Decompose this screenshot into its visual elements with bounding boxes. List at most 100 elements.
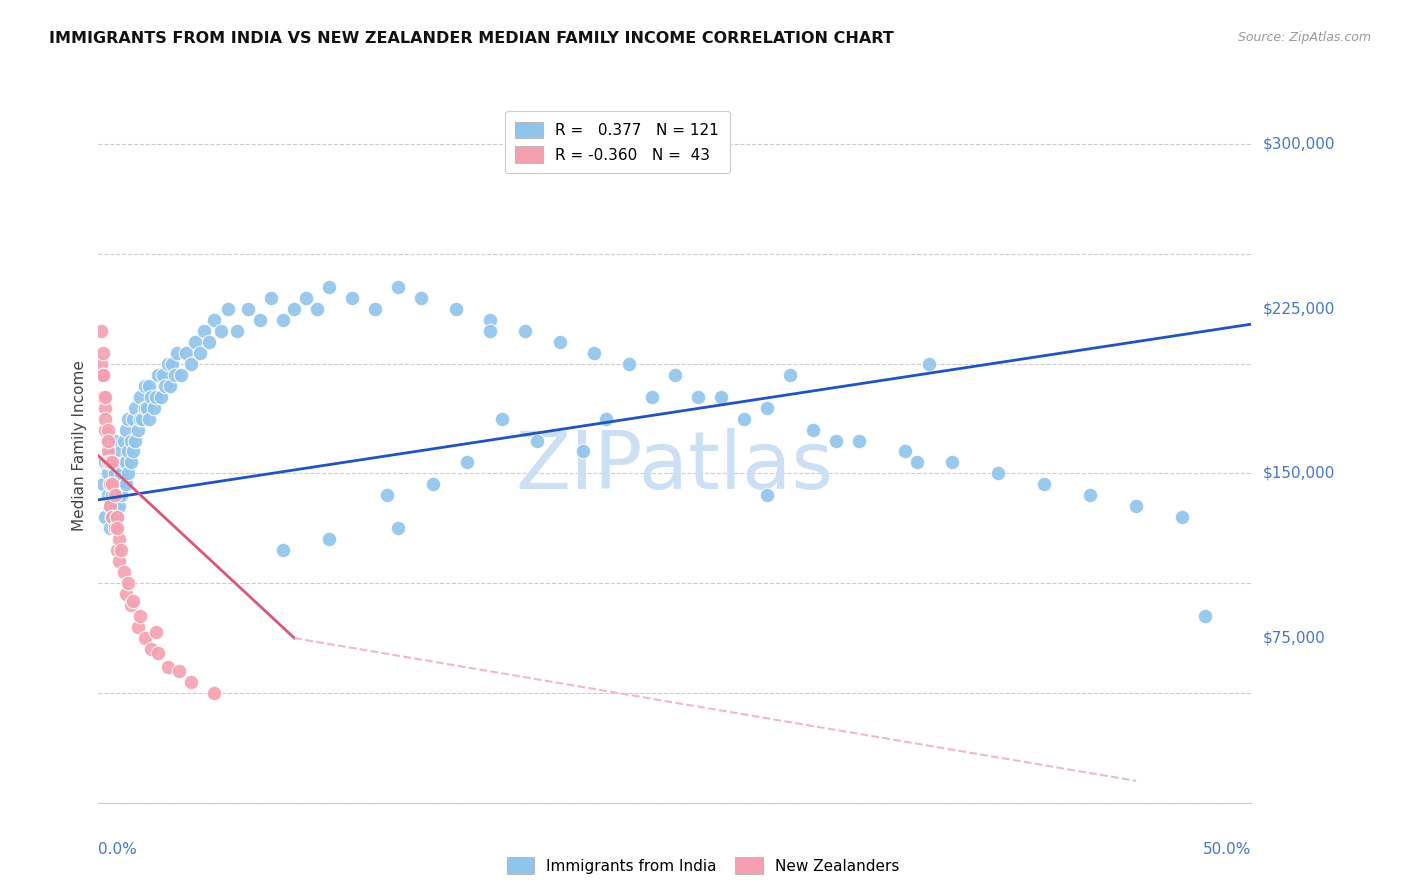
Point	[91, 390, 114, 404]
Point	[202, 312, 225, 326]
Point	[94, 423, 117, 437]
Point	[117, 411, 139, 425]
Point	[103, 500, 125, 514]
Point	[101, 477, 124, 491]
Point	[134, 631, 156, 645]
Text: $150,000: $150,000	[1263, 466, 1334, 481]
Y-axis label: Median Family Income: Median Family Income	[72, 360, 87, 532]
Point	[122, 594, 145, 608]
Point	[105, 510, 128, 524]
Point	[479, 312, 502, 326]
Point	[295, 291, 318, 305]
Point	[148, 368, 170, 382]
Point	[115, 423, 138, 437]
Point	[145, 390, 167, 404]
Point	[148, 647, 170, 661]
Point	[135, 401, 157, 415]
Point	[664, 368, 686, 382]
Legend: R =   0.377   N = 121, R = -0.360   N =  43: R = 0.377 N = 121, R = -0.360 N = 43	[505, 112, 730, 173]
Point	[122, 411, 145, 425]
Point	[105, 510, 128, 524]
Point	[225, 324, 247, 338]
Point	[941, 455, 963, 469]
Point	[479, 324, 502, 338]
Point	[97, 455, 120, 469]
Point	[617, 357, 640, 371]
Point	[422, 477, 444, 491]
Point	[94, 455, 117, 469]
Point	[987, 467, 1010, 481]
Point	[98, 477, 121, 491]
Point	[513, 324, 536, 338]
Point	[733, 411, 755, 425]
Point	[105, 488, 128, 502]
Point	[249, 312, 271, 326]
Point	[142, 401, 165, 415]
Point	[155, 378, 177, 392]
Point	[98, 444, 121, 458]
Point	[120, 598, 142, 612]
Point	[91, 368, 114, 382]
Point	[98, 521, 121, 535]
Point	[1194, 609, 1216, 624]
Text: 0.0%: 0.0%	[98, 842, 138, 856]
Point	[152, 368, 174, 382]
Point	[103, 477, 125, 491]
Point	[364, 301, 387, 316]
Point	[94, 510, 117, 524]
Point	[94, 390, 117, 404]
Point	[94, 411, 117, 425]
Point	[260, 291, 283, 305]
Point	[188, 345, 211, 359]
Point	[120, 455, 142, 469]
Point	[97, 434, 120, 448]
Point	[491, 411, 513, 425]
Point	[110, 444, 132, 458]
Point	[98, 477, 121, 491]
Point	[97, 488, 120, 502]
Text: $225,000: $225,000	[1263, 301, 1334, 317]
Point	[387, 280, 409, 294]
Point	[103, 488, 125, 502]
Point	[103, 467, 125, 481]
Point	[167, 664, 190, 678]
Point	[97, 444, 120, 458]
Point	[180, 357, 202, 371]
Point	[641, 390, 664, 404]
Point	[105, 455, 128, 469]
Point	[97, 467, 120, 481]
Point	[756, 401, 779, 415]
Text: $75,000: $75,000	[1263, 631, 1326, 646]
Point	[825, 434, 848, 448]
Legend: Immigrants from India, New Zealanders: Immigrants from India, New Zealanders	[501, 851, 905, 880]
Point	[110, 488, 132, 502]
Point	[141, 390, 163, 404]
Text: 50.0%: 50.0%	[1204, 842, 1251, 856]
Point	[98, 455, 121, 469]
Point	[101, 488, 124, 502]
Point	[595, 411, 617, 425]
Point	[134, 378, 156, 392]
Point	[166, 345, 188, 359]
Point	[101, 455, 124, 469]
Point	[90, 324, 112, 338]
Point	[217, 301, 239, 316]
Point	[1171, 510, 1194, 524]
Point	[101, 510, 124, 524]
Point	[318, 533, 340, 547]
Point	[170, 368, 193, 382]
Point	[127, 620, 149, 634]
Point	[193, 324, 215, 338]
Point	[526, 434, 548, 448]
Point	[411, 291, 433, 305]
Point	[209, 324, 232, 338]
Point	[115, 587, 138, 601]
Point	[571, 444, 593, 458]
Point	[271, 312, 294, 326]
Point	[115, 477, 138, 491]
Point	[91, 345, 114, 359]
Point	[124, 434, 146, 448]
Point	[138, 411, 160, 425]
Point	[917, 357, 939, 371]
Point	[163, 368, 186, 382]
